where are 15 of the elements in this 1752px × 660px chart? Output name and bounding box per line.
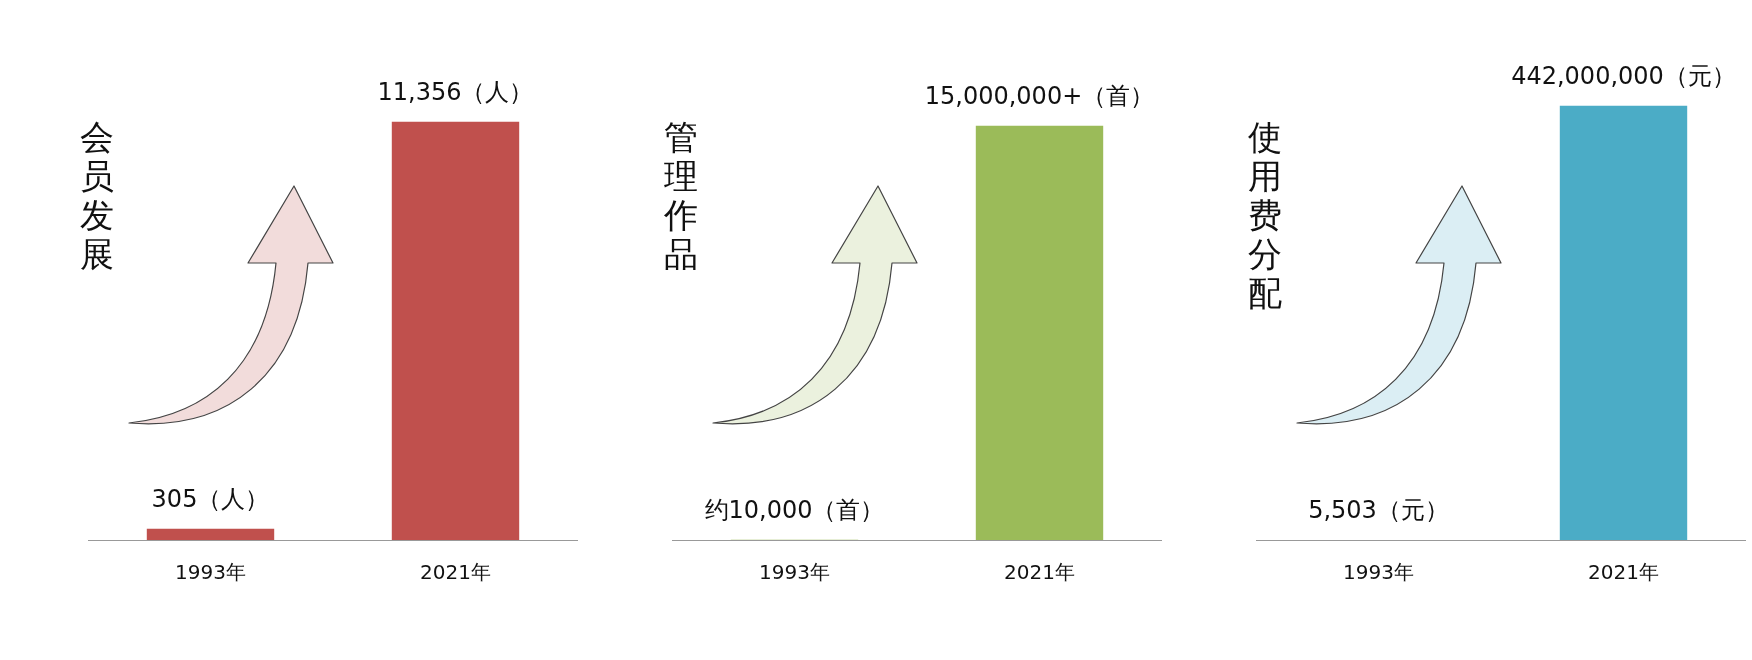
text: 会员发展 [80, 117, 115, 275]
x-tick-label: 2021年 [1588, 560, 1659, 585]
data-label: 5,503（元） [1308, 496, 1449, 525]
x-tick-label: 2021年 [1004, 560, 1075, 585]
data-label: 15,000,000+（首） [924, 81, 1155, 110]
data-label: 11,356（人） [377, 77, 534, 106]
x-tick-label: 1993年 [1343, 560, 1414, 585]
text: 使用费分配 [1248, 117, 1283, 314]
x-tick-label: 1993年 [175, 560, 246, 585]
data-label: 442,000,000（元） [1511, 62, 1736, 91]
data-label: 约10,000（首） [704, 495, 885, 524]
x-tick-label: 2021年 [420, 560, 491, 585]
x-tick-label: 1993年 [759, 560, 830, 585]
data-label: 305（人） [151, 485, 270, 513]
text: 管理作品 [664, 117, 699, 275]
